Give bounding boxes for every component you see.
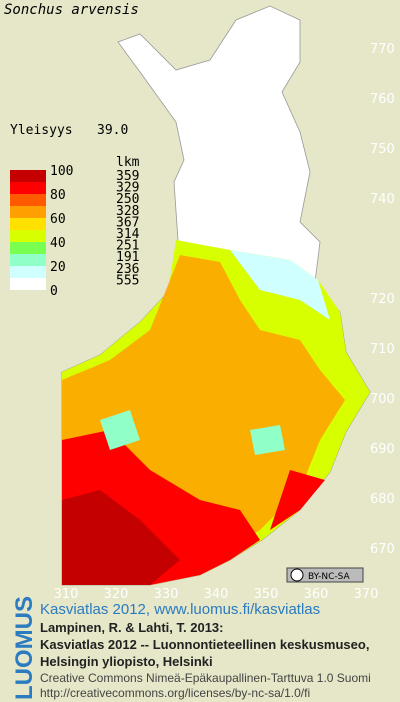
legend-swatch <box>10 254 46 266</box>
legend-count: 555 <box>116 273 139 288</box>
legend-swatch <box>10 170 46 182</box>
northing-label: 710 <box>370 342 395 357</box>
atlas-link[interactable]: Kasviatlas 2012, www.luomus.fi/kasviatla… <box>40 601 320 618</box>
legend-count: 367 <box>116 215 139 230</box>
map <box>61 5 371 586</box>
northing-label: 700 <box>370 392 395 407</box>
easting-label: 310 <box>54 587 79 602</box>
region-top <box>62 490 180 585</box>
frequency-label: Yleisyys <box>10 123 73 138</box>
citation-line: Helsingin yliopisto, Helsinki <box>40 654 213 669</box>
northing-label: 670 <box>370 542 395 557</box>
legend-scale: 20 <box>50 260 66 275</box>
legend-count: 359 <box>116 169 139 184</box>
region-east <box>270 470 325 530</box>
legend-count: 250 <box>116 192 139 207</box>
species-title: Sonchus arvensis <box>4 2 139 18</box>
legend-count: 314 <box>116 227 140 242</box>
legend-swatch <box>10 266 46 278</box>
legend-swatch <box>10 206 46 218</box>
legend-count: 328 <box>116 204 139 219</box>
legend-count: 329 <box>116 181 139 196</box>
legend-swatch <box>10 218 46 230</box>
northing-label: 770 <box>370 42 395 57</box>
legend-swatch <box>10 230 46 242</box>
legend-scale: 0 <box>50 284 58 299</box>
legend-swatch <box>10 278 46 290</box>
easting-label: 320 <box>104 587 129 602</box>
region-north-edge <box>230 250 330 320</box>
brand: LUOMUS <box>11 596 38 700</box>
badge-text: BY-NC-SA <box>308 572 351 582</box>
badge-box <box>286 567 364 583</box>
northing-label: 740 <box>370 192 395 207</box>
cc-icon <box>290 568 304 582</box>
count-header: lkm <box>116 155 140 170</box>
legend-swatch <box>10 182 46 194</box>
easting-label: 330 <box>154 587 179 602</box>
legend-count: 191 <box>116 250 139 265</box>
easting-label: 340 <box>204 587 229 602</box>
northing-label: 680 <box>370 492 395 507</box>
legend-count: 236 <box>116 262 139 277</box>
easting-label: 350 <box>254 587 279 602</box>
license-line: Creative Commons Nimeä-Epäkaupallinen-Ta… <box>40 671 371 685</box>
citation-line: Lampinen, R. & Lahti, T. 2013: <box>40 620 223 635</box>
legend-count: 251 <box>116 239 139 254</box>
legend-scale: 60 <box>50 212 66 227</box>
citation-line: Kasviatlas 2012 -- Luonnontieteellinen k… <box>40 637 369 652</box>
legend-swatch <box>10 194 46 206</box>
coordinates: 770 760 750 740 720 710 700 690 680 670 310 320 330 3… <box>54 42 395 602</box>
northing-label: 720 <box>370 292 395 307</box>
footer-text: Lampinen, R. & Lahti, T. 2013: Kasviatlas… <box>40 620 371 700</box>
region-low <box>100 410 285 455</box>
northing-label: 750 <box>370 142 395 157</box>
legend-scale: 100 <box>50 164 73 179</box>
license-line: http://creativecommons.org/licenses/by-n… <box>40 686 310 700</box>
legend-swatch <box>10 242 46 254</box>
easting-label: 370 <box>354 587 379 602</box>
frequency-value: 39.0 <box>97 123 128 138</box>
northing-label: 690 <box>370 442 395 457</box>
legend-scale: 40 <box>50 236 66 251</box>
northing-label: 760 <box>370 92 395 107</box>
easting-label: 360 <box>304 587 329 602</box>
legend-scale: 80 <box>50 188 66 203</box>
license-badge: BY-NC-SA <box>286 567 364 583</box>
